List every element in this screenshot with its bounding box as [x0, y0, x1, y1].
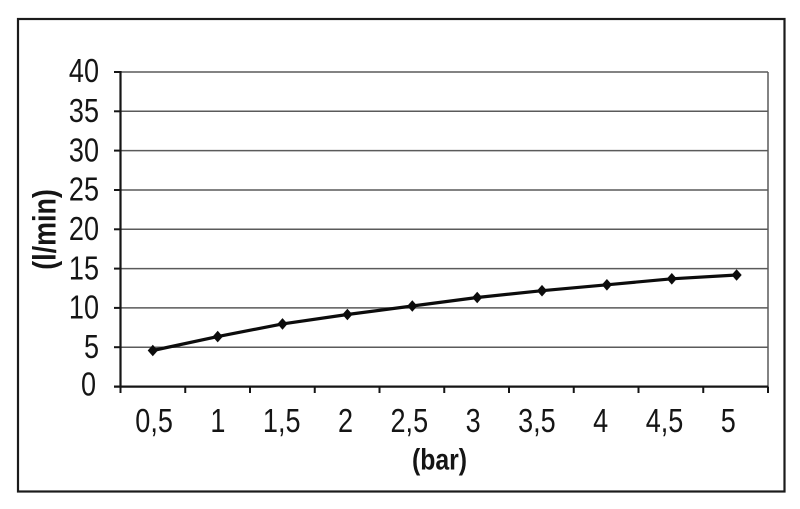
svg-text:4,5: 4,5	[646, 404, 684, 440]
svg-text:3: 3	[466, 404, 481, 440]
svg-text:2,5: 2,5	[391, 404, 429, 440]
svg-text:35: 35	[69, 94, 99, 130]
svg-text:(bar): (bar)	[412, 442, 467, 476]
svg-text:1: 1	[210, 404, 225, 440]
svg-text:0,5: 0,5	[135, 404, 173, 440]
svg-text:(l/min): (l/min)	[27, 189, 63, 270]
svg-text:25: 25	[69, 172, 99, 208]
svg-text:10: 10	[69, 290, 99, 326]
svg-text:5: 5	[84, 330, 99, 366]
svg-text:15: 15	[69, 251, 99, 287]
svg-text:5: 5	[721, 404, 736, 440]
svg-text:20: 20	[69, 212, 99, 248]
svg-text:40: 40	[69, 54, 99, 90]
svg-text:30: 30	[69, 133, 99, 169]
svg-text:0: 0	[81, 367, 96, 403]
svg-text:3,5: 3,5	[518, 404, 556, 440]
svg-text:1,5: 1,5	[263, 404, 301, 440]
svg-text:4: 4	[593, 404, 608, 440]
svg-text:2: 2	[338, 404, 353, 440]
